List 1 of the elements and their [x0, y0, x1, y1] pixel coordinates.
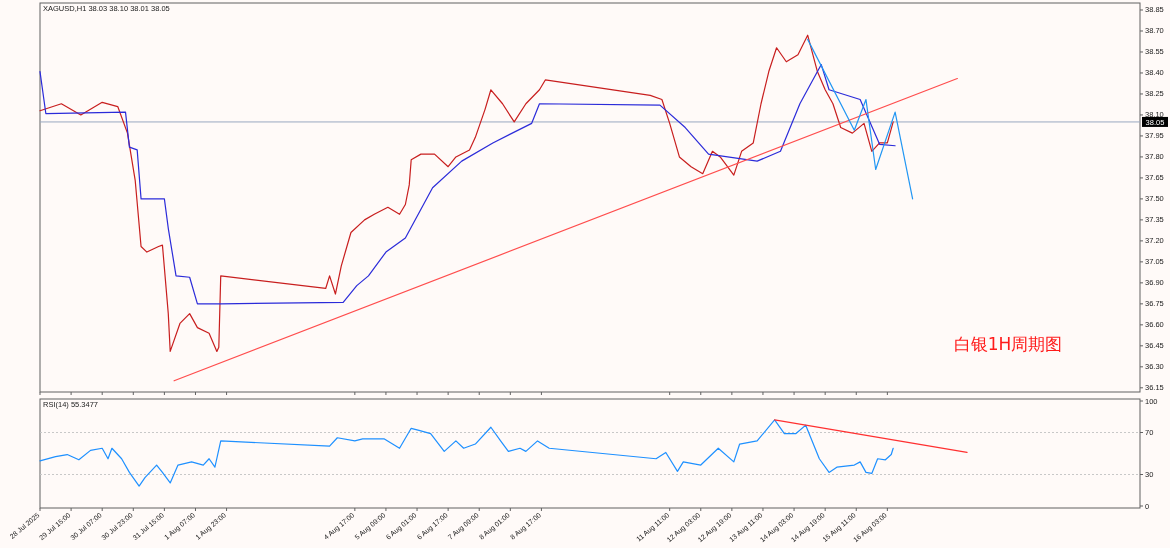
annotation: 白银1H周期图 — [953, 334, 1063, 354]
